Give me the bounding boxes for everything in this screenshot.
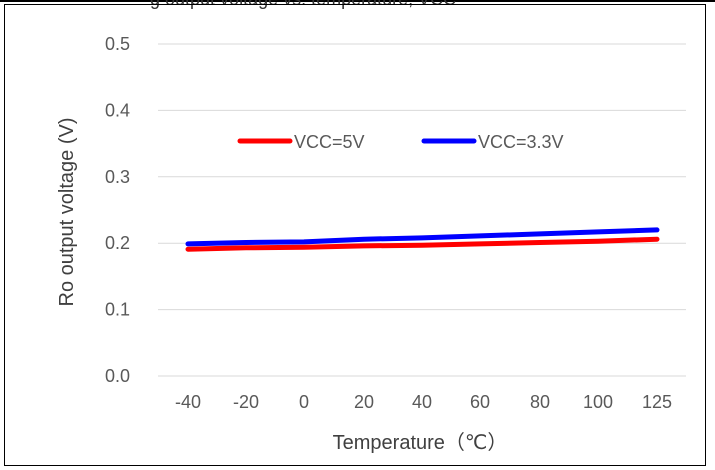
x-tick-labels: -40 -20 0 20 40 60 80 100 125	[175, 392, 672, 412]
x-tick-label: 0	[299, 392, 309, 412]
x-tick-label: 125	[642, 392, 672, 412]
top-border-rule	[0, 0, 715, 2]
legend-label: VCC=5V	[294, 132, 365, 152]
x-axis-title: Temperature（℃）	[333, 431, 508, 454]
gridlines	[158, 43, 686, 377]
y-tick-label: 0.0	[105, 366, 130, 386]
y-axis-title: Ro output voltage (V)	[56, 118, 78, 307]
series-lines	[185, 227, 660, 252]
x-tick-label: -20	[233, 392, 259, 412]
series-line-vcc-5v	[185, 236, 660, 252]
y-tick-labels: 0.0 0.1 0.2 0.3 0.4 0.5	[105, 34, 130, 386]
x-tick-label: 20	[354, 392, 374, 412]
y-tick-label: 0.2	[105, 233, 130, 253]
x-tick-label: 100	[583, 392, 613, 412]
legend: VCC=5V VCC=3.3V	[237, 132, 564, 152]
y-tick-label: 0.3	[105, 167, 130, 187]
x-tick-label: -40	[175, 392, 201, 412]
series-line-vcc-3-3v	[185, 227, 660, 247]
y-tick-label: 0.5	[105, 34, 130, 54]
y-tick-label: 0.1	[105, 300, 130, 320]
x-tick-label: 40	[412, 392, 432, 412]
legend-label: VCC=3.3V	[478, 132, 564, 152]
y-tick-label: 0.4	[105, 100, 130, 120]
x-tick-label: 80	[530, 392, 550, 412]
chart-frame	[4, 4, 706, 466]
x-tick-label: 60	[470, 392, 490, 412]
